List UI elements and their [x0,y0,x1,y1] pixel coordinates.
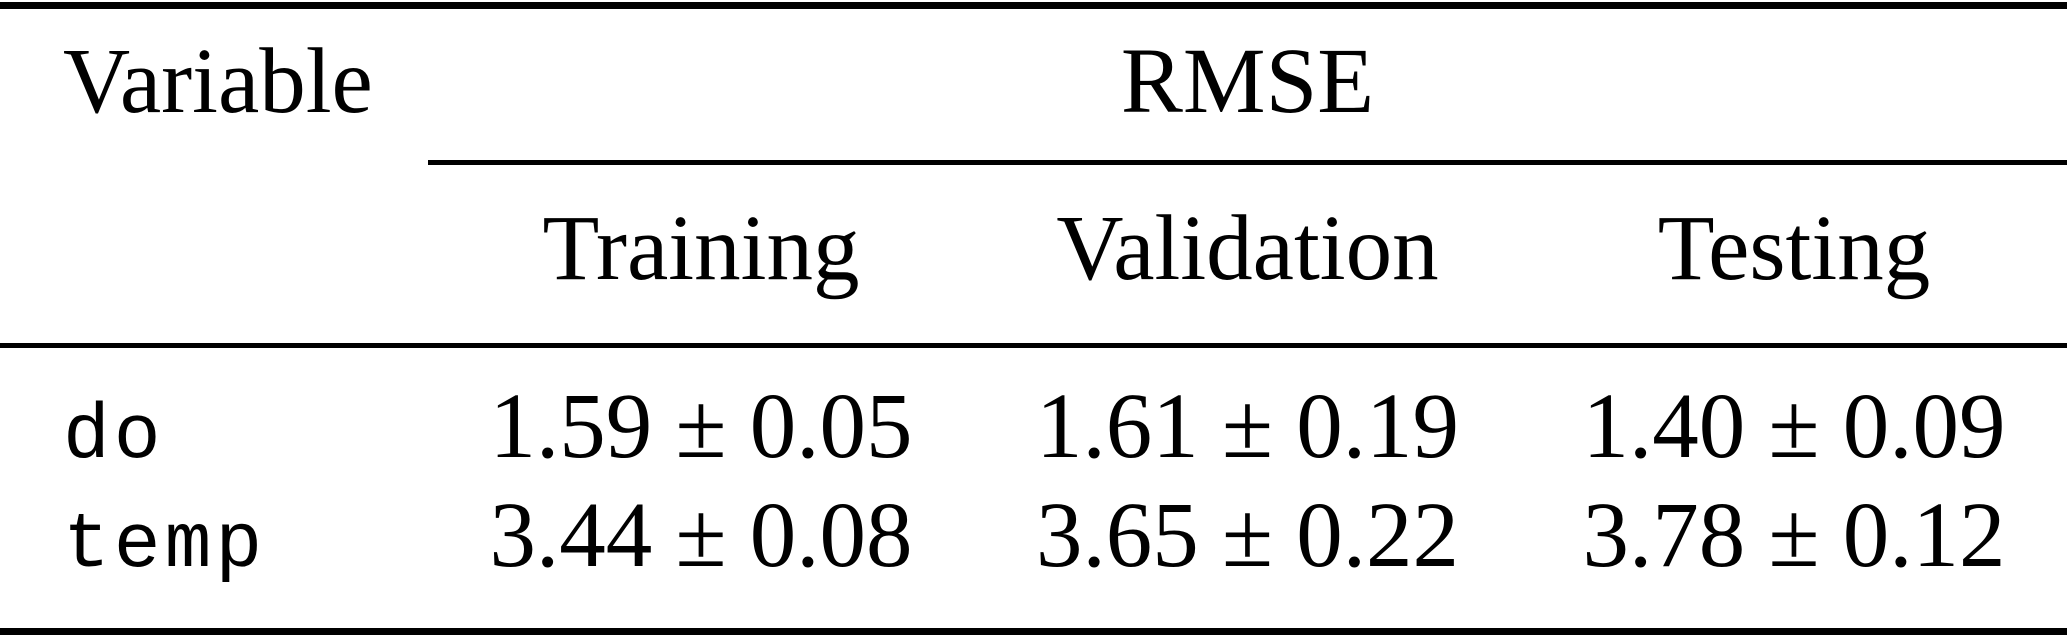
header-body-divider-rule [0,343,2067,348]
column-header-variable: Variable [63,30,373,133]
cell-do-training-rmse: 1.59 ± 0.05 [489,375,913,478]
cell-temp-testing-rmse: 3.78 ± 0.12 [1582,484,2006,587]
cell-do-validation-rmse: 1.61 ± 0.19 [1035,375,1460,478]
cell-temp-training-rmse: 3.44 ± 0.08 [489,484,913,587]
table-row-do: do 1.59 ± 0.05 1.61 ± 0.19 1.40 ± 0.09 [0,380,2067,476]
rmse-group-underline-rule [428,160,2067,165]
cell-temp-validation-rmse: 3.65 ± 0.22 [1035,484,1460,587]
table-row-temp: temp 3.44 ± 0.08 3.65 ± 0.22 3.78 ± 0.12 [0,489,2067,585]
row-variable-name: do [63,393,165,481]
table-subheader-row: Training Validation Testing [0,202,2067,295]
column-header-training: Training [542,197,860,300]
row-variable-name: temp [63,502,267,590]
table-top-rule [0,2,2067,9]
table-header-group-row: Variable RMSE [0,35,2067,128]
cell-do-testing-rmse: 1.40 ± 0.09 [1582,375,2006,478]
table-bottom-rule [0,628,2067,635]
column-header-testing: Testing [1657,197,1931,300]
group-header-rmse: RMSE [1120,30,1375,133]
column-header-validation: Validation [1056,197,1439,300]
